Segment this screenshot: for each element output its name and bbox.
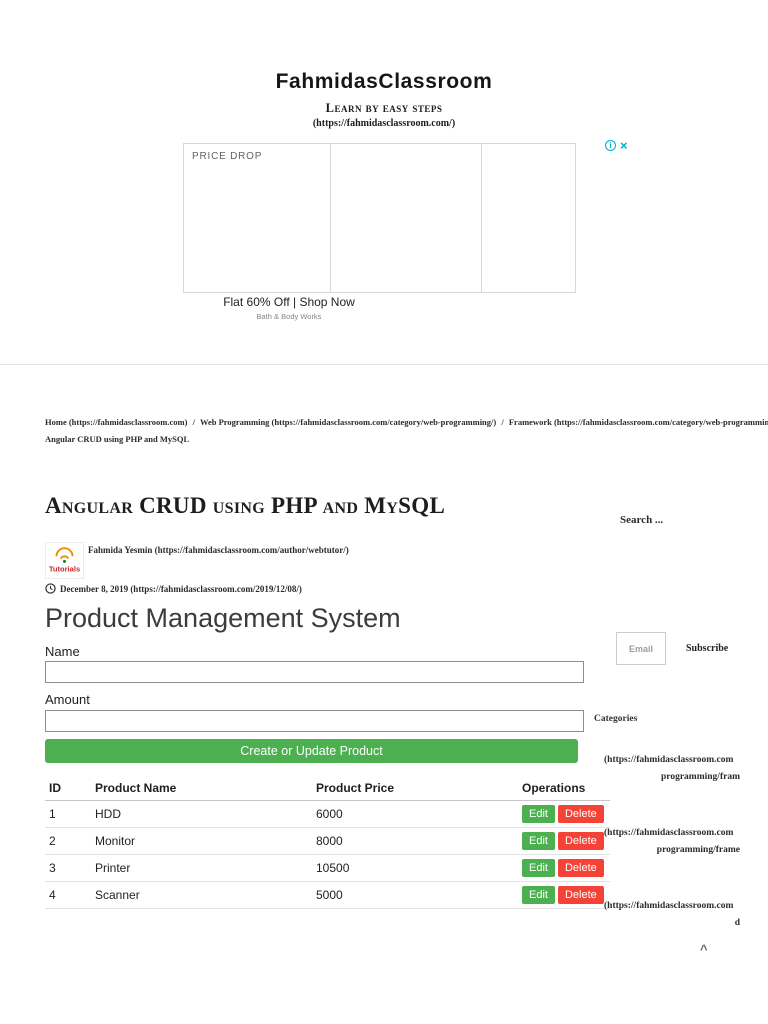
breadcrumb-separator: / — [501, 417, 504, 427]
site-url-link[interactable]: (https://fahmidasclassroom.com/) — [312, 118, 456, 129]
delete-button[interactable]: Delete — [557, 805, 604, 823]
breadcrumb-separator: / — [192, 417, 195, 427]
cell-operations: Edit Delete — [518, 854, 610, 882]
cell-operations: Edit Delete — [518, 800, 610, 828]
breadcrumb-link-home[interactable]: Home (https://fahmidasclassroom.com) — [45, 417, 188, 427]
post-date-link[interactable]: December 8, 2019 (https://fahmidasclassr… — [60, 583, 302, 594]
col-header-product-name: Product Name — [91, 776, 312, 801]
avatar-label: Tutorials — [49, 564, 80, 573]
site-tagline: Learn by easy steps — [325, 101, 443, 115]
ad-info-icon[interactable]: i — [605, 140, 616, 151]
cell-product-name: Scanner — [91, 881, 312, 909]
ad-panel[interactable] — [330, 143, 482, 293]
delete-button[interactable]: Delete — [557, 886, 604, 904]
article-title: Angular CRUD using PHP and MySQL — [45, 493, 446, 518]
ad-banner: PRICE DROP — [183, 143, 576, 293]
back-to-top-button[interactable]: ^ — [700, 942, 708, 957]
breadcrumb-link-framework[interactable]: Framework (https://fahmidasclassroom.com… — [508, 417, 768, 427]
table-header-row: ID Product Name Product Price Operations — [45, 776, 610, 801]
category-link[interactable]: (https://fahmidasclassroom.com — [604, 755, 734, 765]
table-row: 4 Scanner 5000 Edit Delete — [45, 881, 610, 909]
search-input[interactable]: Search ... — [620, 514, 664, 526]
category-link[interactable]: d — [734, 918, 740, 928]
edit-button[interactable]: Edit — [522, 859, 555, 877]
cell-product-name: Printer — [91, 854, 312, 882]
ad-controls: i × — [605, 138, 628, 153]
app-heading: Product Management System — [45, 603, 401, 633]
post-date-row: December 8, 2019 (https://fahmidasclassr… — [45, 583, 302, 594]
cell-product-name: HDD — [91, 800, 312, 828]
edit-button[interactable]: Edit — [522, 832, 555, 850]
amount-input[interactable] — [45, 710, 584, 732]
breadcrumb-current: Angular CRUD using PHP and MySQL — [45, 434, 190, 444]
table-row: 2 Monitor 8000 Edit Delete — [45, 827, 610, 855]
clock-icon — [45, 583, 56, 594]
email-field[interactable] — [616, 632, 666, 665]
cell-product-price: 10500 — [312, 854, 518, 882]
ad-close-icon[interactable]: × — [620, 138, 628, 153]
cell-id: 4 — [45, 881, 91, 909]
cell-product-price: 5000 — [312, 881, 518, 909]
breadcrumb: Home (https://fahmidasclassroom.com) / W… — [45, 417, 768, 427]
ad-panel[interactable] — [481, 143, 576, 293]
cell-product-price: 6000 — [312, 800, 518, 828]
category-link[interactable]: (https://fahmidasclassroom.com — [604, 901, 734, 911]
ad-panel[interactable]: PRICE DROP — [183, 143, 331, 293]
cell-operations: Edit Delete — [518, 881, 610, 909]
col-header-product-price: Product Price — [312, 776, 518, 801]
ad-label: PRICE DROP — [192, 151, 263, 162]
subscribe-button[interactable]: Subscribe — [686, 643, 729, 654]
tutorials-logo-icon: Tutorials — [49, 547, 80, 573]
category-link[interactable]: (https://fahmidasclassroom.com — [604, 828, 734, 838]
table-row: 1 HDD 6000 Edit Delete — [45, 800, 610, 828]
create-or-update-button[interactable]: Create or Update Product — [45, 739, 578, 763]
table-row: 3 Printer 10500 Edit Delete — [45, 854, 610, 882]
amount-label: Amount — [45, 692, 90, 707]
cell-operations: Edit Delete — [518, 827, 610, 855]
edit-button[interactable]: Edit — [522, 805, 555, 823]
categories-heading: Categories — [594, 714, 638, 724]
delete-button[interactable]: Delete — [557, 832, 604, 850]
col-header-operations: Operations — [518, 776, 610, 801]
cell-product-name: Monitor — [91, 827, 312, 855]
products-table: ID Product Name Product Price Operations… — [45, 776, 610, 909]
cell-id: 1 — [45, 800, 91, 828]
author-link[interactable]: Fahmida Yesmin (https://fahmidasclassroo… — [88, 545, 349, 555]
cell-id: 3 — [45, 854, 91, 882]
cell-id: 2 — [45, 827, 91, 855]
name-input[interactable] — [45, 661, 584, 683]
ad-caption-link[interactable]: Flat 60% Off | Shop Now — [223, 295, 355, 309]
cell-product-price: 8000 — [312, 827, 518, 855]
breadcrumb-link-web-programming[interactable]: Web Programming (https://fahmidasclassro… — [199, 417, 497, 427]
name-label: Name — [45, 644, 80, 659]
col-header-id: ID — [45, 776, 91, 801]
author-avatar[interactable]: Tutorials — [45, 542, 84, 579]
site-title[interactable]: FahmidasClassroom — [275, 70, 493, 93]
ad-advertiser: Bath & Body Works — [256, 312, 322, 321]
edit-button[interactable]: Edit — [522, 886, 555, 904]
delete-button[interactable]: Delete — [557, 859, 604, 877]
header-divider — [0, 364, 768, 365]
category-link[interactable]: programming/fram — [661, 772, 740, 782]
category-link[interactable]: programming/frame — [656, 845, 740, 855]
